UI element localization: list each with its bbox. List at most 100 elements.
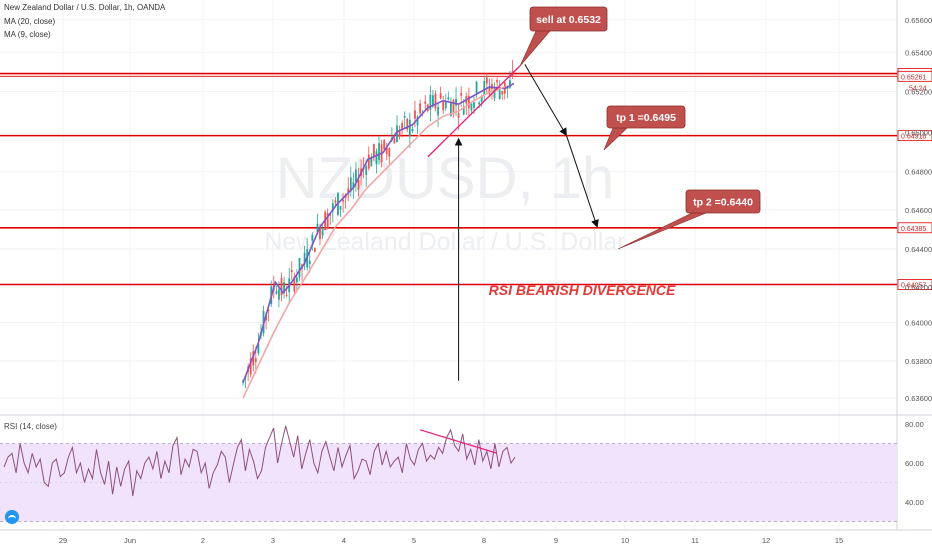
candle [419,99,421,118]
candle [342,193,344,213]
candle-body [329,213,332,216]
candle [339,205,342,217]
candle [470,102,473,115]
candle-body [375,151,378,165]
candle [424,95,427,111]
candle-body [414,110,416,119]
level-price-tag [897,130,932,142]
candle [316,213,319,234]
candle-body [321,227,324,236]
candle-body [408,119,411,137]
callout-tail [603,127,628,151]
candle-body [367,154,370,169]
callout-box [606,105,686,129]
time-tick-label: 9 [554,536,558,545]
candle-body [313,248,316,252]
candle-body [383,140,386,150]
candle-body [347,188,350,193]
candle [296,269,298,292]
candle-body [411,128,414,132]
candle-body [293,276,296,292]
candle-body [349,177,352,192]
candle-body [257,344,260,354]
candle [357,167,360,197]
candle [444,93,447,112]
candle-body [267,310,270,312]
ma9-line [242,82,515,383]
candle-body [488,87,491,94]
candle [347,177,350,202]
candle-body [254,358,257,362]
countdown-tag [898,82,932,93]
candle [278,281,280,308]
candle-body [334,200,337,203]
candle-body [432,95,434,107]
candle-body [396,125,398,143]
candle-body [296,277,298,283]
candle [370,153,373,167]
time-tick-label: 12 [762,536,770,545]
candle-body [478,102,481,105]
candle-body [352,182,355,188]
candle [483,75,486,102]
candle-body [311,234,314,241]
candle [485,73,488,93]
candle [352,172,355,199]
time-tick-label: 15 [835,536,843,545]
time-tick-label: 2 [201,536,205,545]
candle-body [493,87,496,99]
candle [280,272,283,302]
rsi-legend: RSI (14, close) [4,422,57,431]
tradingview-logo-icon[interactable] [5,510,19,524]
candle [283,276,285,299]
candle-body [357,179,360,190]
candle [290,261,293,280]
candle-body [370,157,373,167]
candle [267,309,270,322]
callout-text: sell at 0.6532 [536,14,601,26]
candle-body [355,169,357,182]
level-price-tag [897,279,932,290]
rsi-tick-label: 40.00 [905,498,924,507]
candle-body [442,101,445,111]
support-trendline [427,65,521,158]
candle [465,92,468,115]
candle-body [316,223,319,232]
candle-body [485,77,488,84]
time-tick-label: 10 [621,536,629,545]
candle-body [462,106,465,115]
candle-body [398,129,401,137]
candle [411,125,414,134]
candle [434,90,437,112]
candle-body [457,113,460,118]
tp1-callout: tp 1 =0.6495 [603,105,686,151]
candle [452,98,455,118]
candle-body [452,99,455,115]
candle-body [473,102,475,108]
candle [365,160,368,187]
candle-body [447,97,450,100]
candle [275,285,278,295]
candle-body [429,94,432,110]
candle [501,91,504,100]
price-tick-label: 0.65400 [905,48,932,57]
candle-body [388,148,391,157]
ma20-legend: MA (20, close) [4,17,56,26]
candle-body [303,252,306,265]
candle-body [385,147,388,155]
level-price-label: 0.64385 [901,226,926,233]
candle [439,86,442,100]
price-tick-label: 0.64800 [905,168,932,177]
candle [437,102,439,128]
time-tick-label: Jun [124,536,136,545]
candle [313,247,316,253]
candle-body [401,123,404,130]
candle [403,111,406,130]
price-tick-label: 0.65600 [905,16,932,25]
time-tick-label: 5 [412,536,416,545]
candle-body [298,258,301,278]
candle [293,272,296,296]
candle-body [437,107,439,116]
